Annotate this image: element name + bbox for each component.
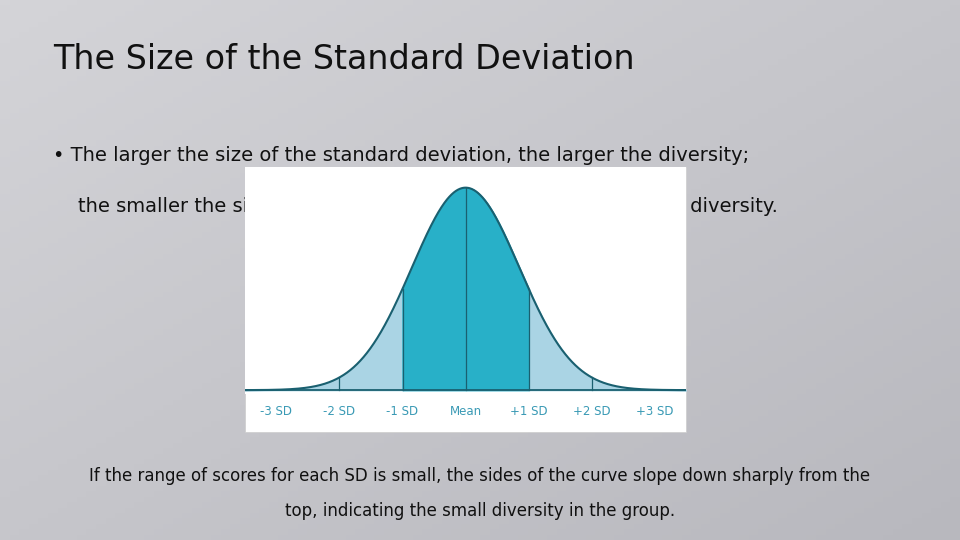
Text: +3 SD: +3 SD [636, 404, 674, 418]
Bar [245, 167, 686, 432]
Text: If the range of scores for each SD is small, the sides of the curve slope down s: If the range of scores for each SD is sm… [89, 467, 871, 485]
Text: top, indicating the small diversity in the group.: top, indicating the small diversity in t… [285, 502, 675, 520]
Text: Mean: Mean [449, 404, 482, 418]
Text: +1 SD: +1 SD [510, 404, 547, 418]
Text: -3 SD: -3 SD [260, 404, 293, 418]
Text: • The larger the size of the standard deviation, the larger the diversity;: • The larger the size of the standard de… [53, 146, 749, 165]
Text: The Size of the Standard Deviation: The Size of the Standard Deviation [53, 43, 635, 76]
Text: the smaller the size of the standard deviation, the smaller the diversity.: the smaller the size of the standard dev… [53, 197, 778, 216]
Text: -1 SD: -1 SD [387, 404, 419, 418]
Text: -2 SD: -2 SD [324, 404, 355, 418]
Text: +2 SD: +2 SD [573, 404, 611, 418]
